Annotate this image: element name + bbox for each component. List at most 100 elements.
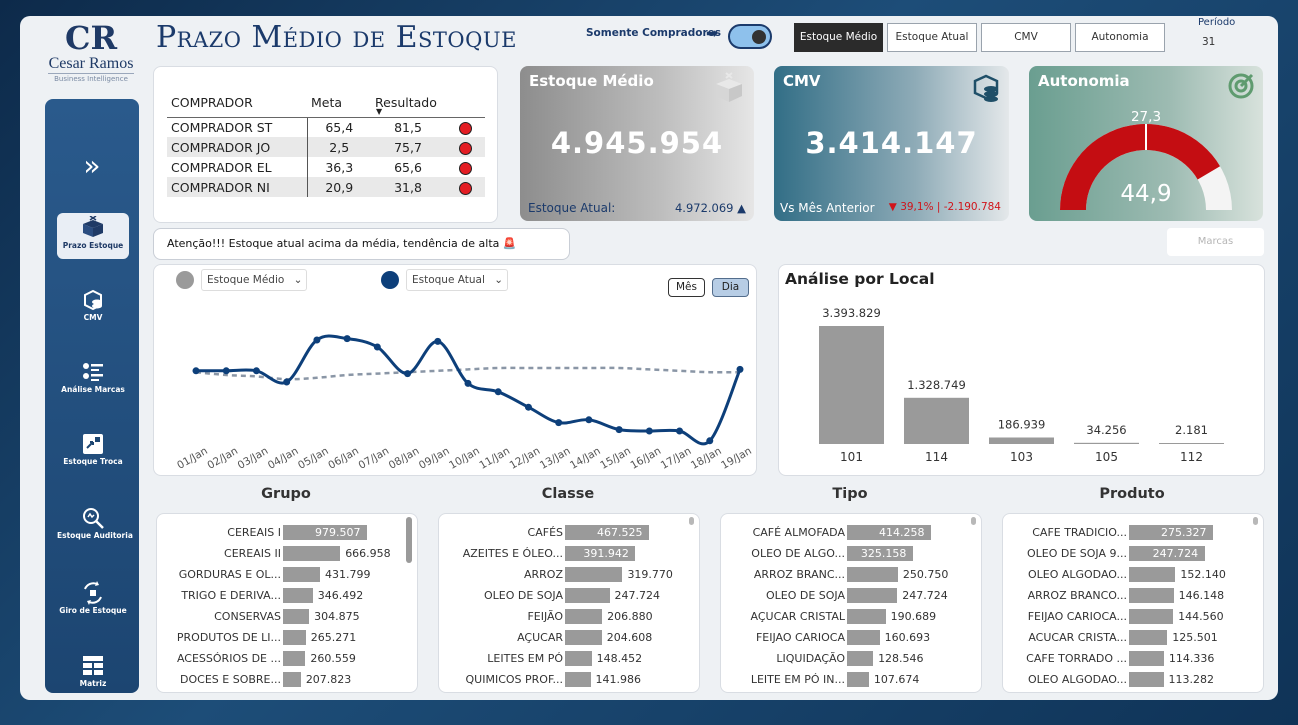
- bar-row[interactable]: FEIJÃO 206.880: [439, 606, 699, 627]
- segment-estoque-atual[interactable]: Estoque Atual: [887, 23, 977, 52]
- toggle-knob[interactable]: [752, 30, 766, 44]
- bar[interactable]: [1129, 525, 1213, 540]
- bar[interactable]: [1129, 546, 1205, 561]
- bar-row[interactable]: CAFÉ ALMOFADA 414.258: [721, 522, 981, 543]
- data-point[interactable]: [494, 388, 502, 396]
- sidebar-item-prazo-estoque[interactable]: Prazo Estoque: [57, 213, 129, 259]
- bar[interactable]: [989, 437, 1054, 444]
- bar-row[interactable]: AÇUCAR 204.608: [439, 627, 699, 648]
- bar[interactable]: [847, 609, 886, 624]
- bar-row[interactable]: GORDURAS E OL... 431.799: [157, 564, 417, 585]
- bar-row[interactable]: ARROZ BRANC... 250.750: [721, 564, 981, 585]
- bar[interactable]: [565, 651, 592, 666]
- bar[interactable]: [904, 397, 969, 444]
- bar[interactable]: [565, 525, 649, 540]
- table-row[interactable]: COMPRADOR JO 2,5 75,7: [167, 137, 485, 157]
- bar[interactable]: [283, 525, 367, 540]
- bar[interactable]: [1129, 609, 1174, 624]
- data-point[interactable]: [464, 379, 472, 387]
- bar[interactable]: [565, 546, 636, 561]
- data-point[interactable]: [615, 426, 623, 434]
- bar-row[interactable]: ACESSÓRIOS DE ... 260.559: [157, 648, 417, 669]
- bar-row[interactable]: FEIJAO CARIOCA 160.693: [721, 627, 981, 648]
- bar[interactable]: [847, 525, 931, 540]
- bar[interactable]: [847, 630, 880, 645]
- sidebar-item-giro-de-estoque[interactable]: Giro de Estoque: [57, 578, 129, 624]
- sidebar-item-estoque-troca[interactable]: Estoque Troca: [57, 429, 129, 475]
- data-point[interactable]: [676, 427, 684, 435]
- data-point[interactable]: [343, 335, 351, 343]
- data-point[interactable]: [252, 367, 260, 375]
- marcas-button[interactable]: Marcas: [1167, 228, 1264, 256]
- table-row[interactable]: COMPRADOR ST 65,4 81,5: [167, 117, 485, 137]
- data-point[interactable]: [736, 365, 744, 373]
- bar[interactable]: [283, 546, 341, 561]
- bar[interactable]: [565, 567, 623, 582]
- scrollbar-thumb[interactable]: [406, 517, 412, 563]
- segment-estoque-medio[interactable]: Estoque Médio: [794, 23, 883, 52]
- data-point[interactable]: [524, 403, 532, 411]
- bar-row[interactable]: CAFE TRADICIO... 275.327: [1003, 522, 1263, 543]
- bar-row[interactable]: CONSERVAS 304.875: [157, 606, 417, 627]
- sidebar-item-estoque-auditoria[interactable]: Estoque Auditoria: [57, 503, 133, 549]
- data-point[interactable]: [283, 378, 291, 386]
- data-point[interactable]: [373, 343, 381, 351]
- scrollbar-thumb[interactable]: [1253, 517, 1258, 525]
- bar-row[interactable]: CAFE TORRADO ... 114.336: [1003, 648, 1263, 669]
- bar[interactable]: [1159, 443, 1224, 444]
- bar-row[interactable]: CEREAIS II 666.958: [157, 543, 417, 564]
- sidebar-item-cmv[interactable]: CMV: [57, 285, 129, 331]
- data-point[interactable]: [434, 337, 442, 345]
- bar-row[interactable]: OLEO DE SOJA 9... 247.724: [1003, 543, 1263, 564]
- bar[interactable]: [283, 672, 301, 687]
- bar-row[interactable]: ARROZ 319.770: [439, 564, 699, 585]
- bar-row[interactable]: LEITES EM PÓ 148.452: [439, 648, 699, 669]
- bar-row[interactable]: ARROZ BRANCO... 146.148: [1003, 585, 1263, 606]
- col-header-meta[interactable]: Meta: [307, 89, 371, 118]
- segment-autonomia[interactable]: Autonomia: [1075, 23, 1165, 52]
- bar[interactable]: [283, 588, 313, 603]
- bar[interactable]: [1074, 442, 1139, 444]
- bar-row[interactable]: FEIJAO CARIOCA... 144.560: [1003, 606, 1263, 627]
- sidebar-item-matriz[interactable]: Matriz: [57, 651, 129, 697]
- bar-row[interactable]: CEREAIS I 979.507: [157, 522, 417, 543]
- scrollbar-thumb[interactable]: [971, 517, 976, 525]
- bar-row[interactable]: OLEO DE SOJA 247.724: [439, 585, 699, 606]
- bar[interactable]: [565, 630, 602, 645]
- periodo-value[interactable]: 31: [1202, 36, 1216, 48]
- bar[interactable]: [283, 630, 306, 645]
- granularity-mes-button[interactable]: Mês: [668, 278, 705, 297]
- bar-row[interactable]: OLEO DE SOJA 247.724: [721, 585, 981, 606]
- data-point[interactable]: [645, 427, 653, 435]
- bar-row[interactable]: DOCES E SOBRE... 207.823: [157, 669, 417, 690]
- bar[interactable]: [1129, 588, 1174, 603]
- bar-row[interactable]: TRIGO E DERIVA... 346.492: [157, 585, 417, 606]
- bar[interactable]: [1129, 672, 1164, 687]
- sort-desc-icon[interactable]: ▼: [376, 107, 383, 116]
- bar[interactable]: [819, 326, 884, 444]
- bar[interactable]: [283, 609, 310, 624]
- bar-row[interactable]: PRODUTOS DE LI... 265.271: [157, 627, 417, 648]
- bar[interactable]: [565, 672, 591, 687]
- bar[interactable]: [283, 567, 321, 582]
- sidebar-item-analise-marcas[interactable]: Análise Marcas: [57, 357, 129, 403]
- bar[interactable]: [1129, 630, 1168, 645]
- data-point[interactable]: [222, 367, 230, 375]
- bar[interactable]: [1129, 651, 1164, 666]
- bar-row[interactable]: AÇUCAR CRISTAL 190.689: [721, 606, 981, 627]
- scrollbar-thumb[interactable]: [689, 517, 694, 525]
- bar[interactable]: [1129, 567, 1176, 582]
- bar[interactable]: [847, 588, 898, 603]
- buyers-only-toggle[interactable]: [728, 24, 772, 49]
- data-point[interactable]: [585, 416, 593, 424]
- col-header-comprador[interactable]: COMPRADOR: [167, 89, 307, 118]
- bar-row[interactable]: AZEITES E ÓLEO... 391.942: [439, 543, 699, 564]
- legend-dropdown-estoque-medio[interactable]: Estoque Médio ⌄: [201, 269, 308, 291]
- bar-row[interactable]: OLEO ALGODAO... 152.140: [1003, 564, 1263, 585]
- bar[interactable]: [283, 651, 306, 666]
- bar[interactable]: [565, 609, 603, 624]
- bar-row[interactable]: QUIMICOS PROF... 141.986: [439, 669, 699, 690]
- col-header-resultado[interactable]: Resultado: [371, 89, 445, 118]
- bar[interactable]: [847, 672, 869, 687]
- table-row[interactable]: COMPRADOR NI 20,9 31,8: [167, 177, 485, 197]
